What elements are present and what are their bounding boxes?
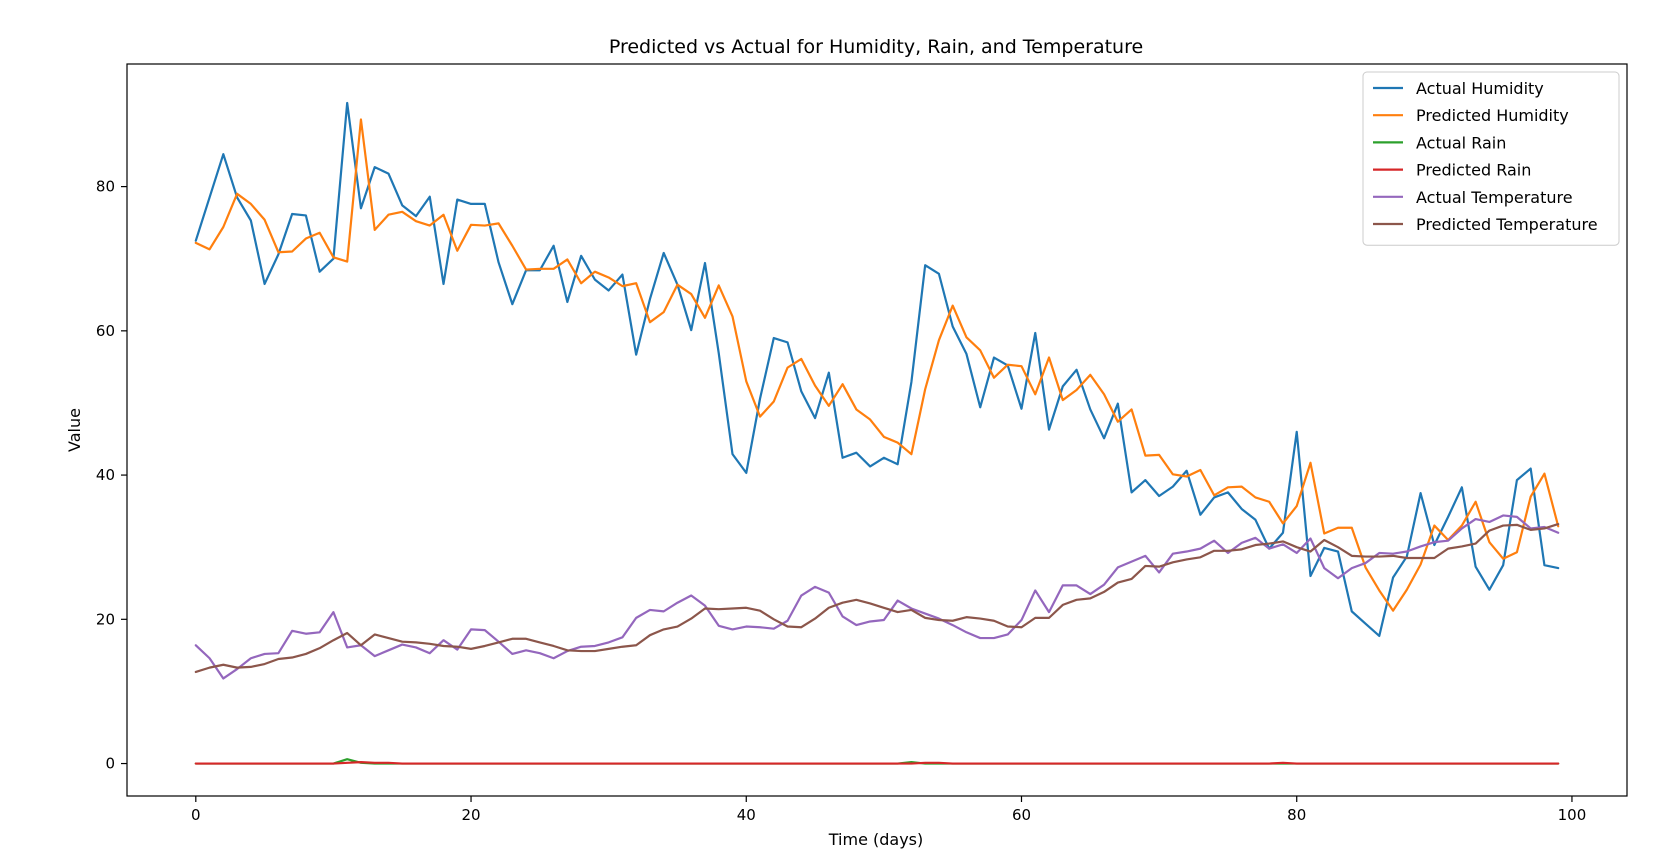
y-tick-label: 60: [96, 322, 115, 340]
x-tick-label: 0: [191, 806, 201, 824]
y-tick-label: 0: [105, 755, 115, 773]
chart-title: Predicted vs Actual for Humidity, Rain, …: [609, 36, 1143, 58]
legend-label: Predicted Rain: [1416, 161, 1531, 180]
x-axis-label: Time (days): [828, 830, 924, 849]
x-tick-label: 20: [461, 806, 480, 824]
y-tick-label: 20: [96, 610, 115, 628]
legend-label: Actual Humidity: [1416, 79, 1544, 98]
y-tick-label: 40: [96, 466, 115, 484]
x-axis: 0 20 40 60 80 100: [191, 796, 1586, 824]
x-tick-label: 40: [737, 806, 756, 824]
legend-label: Predicted Temperature: [1416, 215, 1598, 234]
series-line-4: [194, 514, 1560, 680]
series-line-1: [194, 118, 1560, 612]
series-line-0: [194, 101, 1560, 638]
series-line-5: [194, 523, 1560, 674]
legend-box: [1362, 71, 1620, 246]
plot-frame: [126, 63, 1628, 797]
y-axis: 0 20 40 60 80: [96, 178, 127, 773]
x-tick-label: 100: [1558, 806, 1587, 824]
x-tick-label: 60: [1012, 806, 1031, 824]
legend-label: Predicted Humidity: [1416, 106, 1569, 125]
legend-label: Actual Temperature: [1416, 188, 1573, 207]
plot-area: [126, 63, 1628, 797]
series-line-3: [194, 760, 1560, 765]
x-tick-label: 80: [1287, 806, 1306, 824]
y-tick-label: 80: [96, 178, 115, 196]
legend: Actual Humidity Predicted Humidity Actual …: [1362, 71, 1620, 246]
legend-label: Actual Rain: [1416, 133, 1506, 152]
y-axis-label: Value: [65, 408, 84, 452]
